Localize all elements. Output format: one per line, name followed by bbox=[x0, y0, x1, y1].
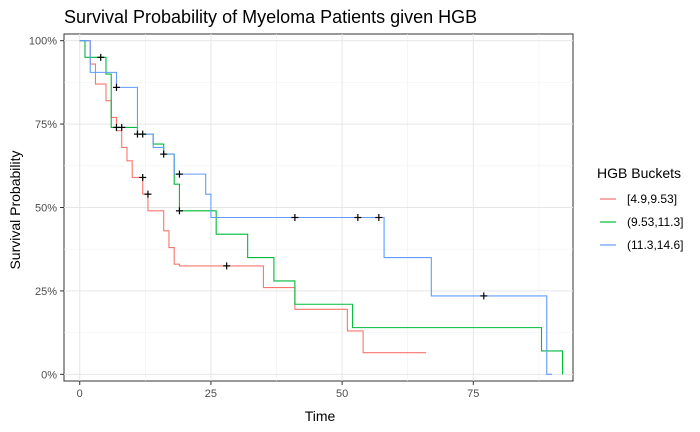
y-tick-label: 75% bbox=[35, 119, 57, 131]
legend-label-1: (9.53,11.3] bbox=[627, 215, 683, 229]
y-tick-label: 100% bbox=[29, 36, 57, 48]
censor-mark bbox=[97, 53, 105, 61]
censor-mark bbox=[139, 173, 147, 181]
y-tick-label: 0% bbox=[41, 369, 57, 381]
x-tick-label: 0 bbox=[77, 388, 83, 400]
censor-mark bbox=[160, 150, 168, 158]
censor-marks bbox=[97, 53, 488, 300]
chart-title: Survival Probability of Myeloma Patients… bbox=[64, 7, 477, 27]
y-tick-label: 50% bbox=[35, 203, 57, 215]
censor-mark bbox=[144, 190, 152, 198]
y-axis: 0% 25% 50% 75% 100% bbox=[29, 36, 64, 381]
x-tick-label: 50 bbox=[336, 388, 348, 400]
censor-mark bbox=[139, 130, 147, 138]
legend: HGB Buckets [4.9,9.53] (9.53,11.3] (11.3,1… bbox=[597, 165, 683, 252]
censor-mark bbox=[354, 214, 362, 222]
censor-mark bbox=[375, 214, 383, 222]
x-axis: 0 25 50 75 bbox=[77, 381, 479, 400]
censor-mark bbox=[175, 170, 183, 178]
censor-mark bbox=[175, 207, 183, 215]
grid-minor bbox=[64, 34, 573, 381]
legend-label-2: (11.3,14.6] bbox=[627, 238, 683, 252]
censor-mark bbox=[118, 123, 126, 131]
censor-mark bbox=[112, 83, 120, 91]
y-axis-title: Survival Probability bbox=[7, 150, 23, 269]
series-line-1 bbox=[79, 40, 564, 375]
x-tick-label: 75 bbox=[467, 388, 479, 400]
censor-mark bbox=[291, 214, 299, 222]
legend-label-0: [4.9,9.53] bbox=[627, 192, 677, 206]
legend-title: HGB Buckets bbox=[597, 165, 681, 181]
y-tick-label: 25% bbox=[35, 286, 57, 298]
x-tick-label: 25 bbox=[205, 388, 217, 400]
censor-mark bbox=[480, 292, 488, 300]
censor-mark bbox=[223, 262, 231, 270]
x-axis-title: Time bbox=[305, 408, 336, 424]
